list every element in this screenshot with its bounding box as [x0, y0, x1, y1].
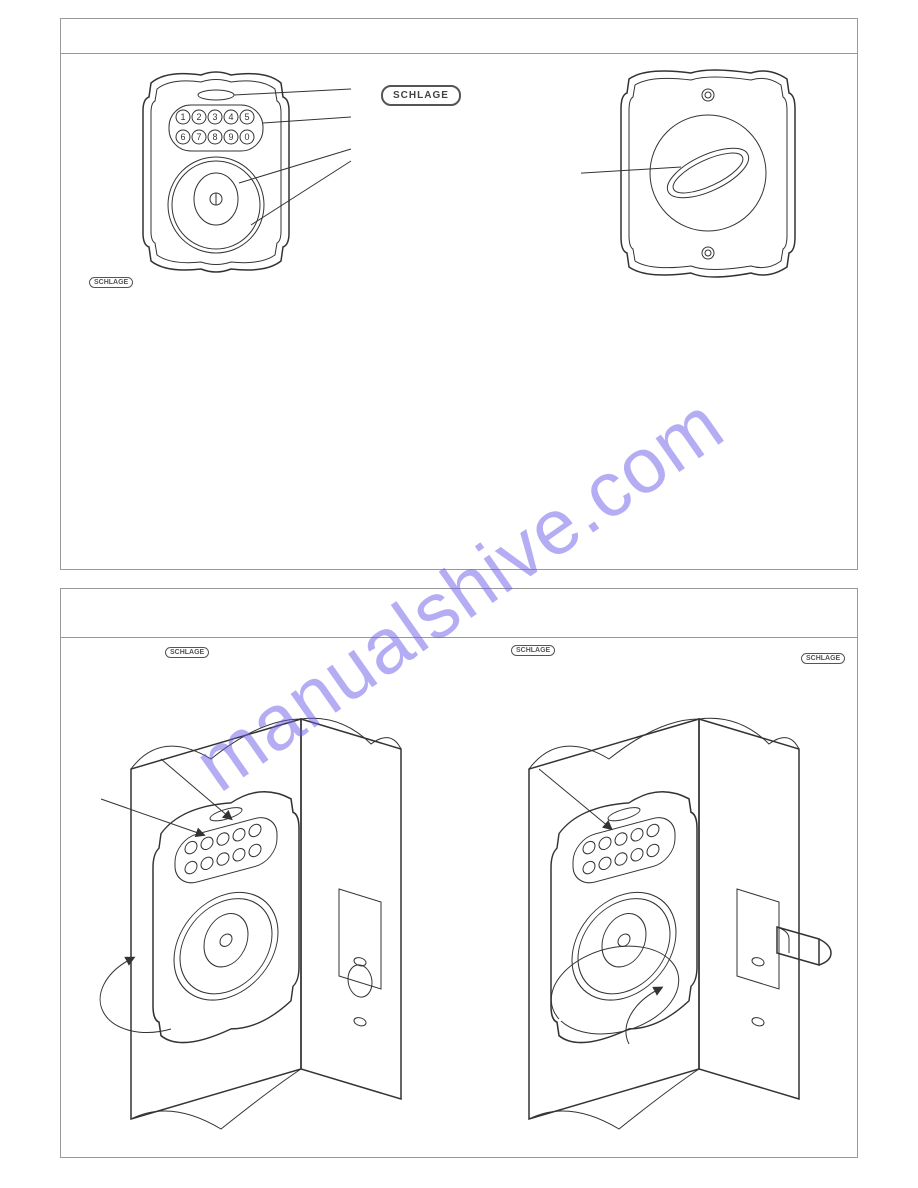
thumbturn-back-diagram [581, 65, 811, 305]
svg-text:7: 7 [196, 132, 201, 142]
schlage-badge-b1: SCHLAGE [165, 647, 209, 658]
schlage-logo-center: SCHLAGE [381, 85, 461, 106]
top-panel: SCHLAGE SCHLAGE 1 2 3 4 5 6 7 8 [60, 18, 858, 570]
svg-text:8: 8 [212, 132, 217, 142]
svg-text:9: 9 [228, 132, 233, 142]
svg-text:3: 3 [212, 112, 217, 122]
lock-isometric-diagram [459, 659, 859, 1139]
svg-text:1: 1 [180, 112, 185, 122]
manual-page: SCHLAGE SCHLAGE 1 2 3 4 5 6 7 8 [0, 0, 918, 1188]
top-panel-divider [61, 53, 857, 54]
keypad-lock-front-diagram: 1 2 3 4 5 6 7 8 9 0 [121, 65, 381, 305]
unlock-isometric-diagram [61, 659, 461, 1139]
svg-text:2: 2 [196, 112, 201, 122]
bottom-panel-divider [61, 637, 857, 638]
schlage-badge-b2: SCHLAGE [511, 645, 555, 656]
svg-text:0: 0 [244, 132, 249, 142]
svg-text:6: 6 [180, 132, 185, 142]
bottom-panel: SCHLAGE SCHLAGE SCHLAGE [60, 588, 858, 1158]
svg-text:4: 4 [228, 112, 233, 122]
svg-text:5: 5 [244, 112, 249, 122]
